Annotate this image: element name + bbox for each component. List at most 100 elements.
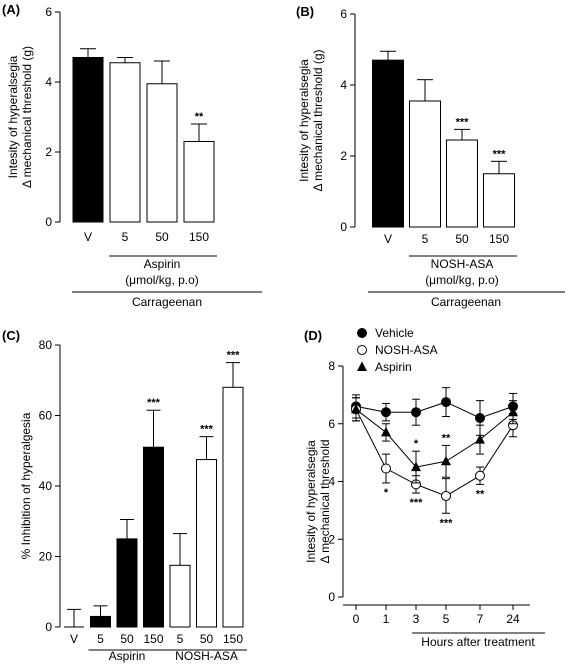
- panel-c-group-label-0: Aspirin: [109, 649, 146, 663]
- panel-b-bar-chart: (B) 0 2 4 6 Intesity of hyperalsegia Δ mechani…: [296, 4, 565, 309]
- panel-b-y-tick-label: 4: [340, 78, 347, 92]
- panel-d-significance: ***: [410, 497, 424, 509]
- panel-d-data-point: [475, 434, 485, 444]
- panel-d-data-point: [475, 470, 485, 481]
- panel-c-y-tick-label: 40: [39, 479, 53, 493]
- panel-d-y-axis-label-1: Δ mechanical threshold: [318, 439, 332, 563]
- panel-b-category-label: 50: [455, 232, 469, 246]
- panel-c-bar: [196, 459, 217, 628]
- panel-d-x-tick-label: 3: [413, 612, 420, 626]
- panel-d-x-tick-label: 0: [353, 612, 360, 626]
- panel-d-x-tick-label: 1: [383, 612, 390, 626]
- panel-d-significance: **: [442, 432, 451, 444]
- panel-d-y-tick-label: 2: [328, 532, 335, 546]
- panel-c-y-tick-label: 60: [39, 409, 53, 423]
- panel-b-category-label: 150: [489, 232, 509, 246]
- panel-c-y-tick-label: 20: [39, 550, 53, 564]
- panel-d-y-tick-label: 6: [328, 417, 335, 431]
- panel-b-treatment-label: Carrageenan: [431, 295, 501, 309]
- panel-b-unit-label: (μmol/kg, p.o): [425, 273, 499, 287]
- panel-d-data-point: [475, 412, 485, 423]
- panel-c-bar: [169, 564, 191, 628]
- panel-a-bar: [72, 57, 104, 223]
- panel-c-bar: [116, 538, 138, 628]
- panel-d-data-point: [411, 461, 421, 472]
- panel-c-category-label: 5: [177, 632, 184, 646]
- panel-b-y-axis-label-1: Δ mechanical threshold (g): [311, 49, 325, 191]
- panel-a-category-label: V: [84, 230, 92, 244]
- panel-c-bar: [90, 615, 111, 628]
- panel-a-bar: [183, 141, 215, 223]
- panel-d-significance: ***: [440, 517, 454, 529]
- panel-b-category-label: 5: [422, 232, 429, 246]
- panel-d-x-tick-label: 24: [506, 612, 520, 626]
- panel-d-data-point: [441, 397, 451, 408]
- panel-c-category-label: 150: [223, 632, 243, 646]
- panel-c-bar: [222, 386, 244, 628]
- panel-d-data-point: [441, 490, 451, 501]
- panel-d-series-aspirin: * **: [351, 397, 518, 484]
- panel-b-bar: [372, 59, 404, 228]
- panel-d-data-point: [381, 426, 391, 437]
- panel-b-y-tick-label: 0: [340, 220, 347, 234]
- panel-a-bar: [109, 62, 141, 223]
- panel-a-category-label: 50: [155, 230, 169, 244]
- panel-d-series-line: [355, 401, 514, 419]
- panel-d-data-point: [381, 407, 391, 418]
- panel-c-category-label: 50: [200, 632, 214, 646]
- panel-b-y-axis-label-0: Intesity of hyperalsegia: [297, 59, 311, 182]
- panel-d-panel-letter: (D): [304, 328, 322, 343]
- panel-d-x-tick-label: 7: [477, 612, 484, 626]
- panel-d-data-point: [411, 407, 421, 418]
- panel-a-unit-label: (μmol/kg, p.o): [125, 273, 199, 287]
- panel-d-significance: **: [476, 488, 485, 500]
- panel-d-y-tick-label: 8: [328, 359, 335, 373]
- panel-d-data-point: [508, 406, 518, 417]
- panel-d-significance: *: [414, 438, 419, 450]
- panel-a-y-tick-label: 4: [45, 75, 52, 89]
- panel-a-group-label: Aspirin: [144, 257, 181, 271]
- panel-b-y-tick-label: 6: [340, 7, 347, 21]
- panel-a-category-label: 150: [189, 230, 209, 244]
- panel-b-bar: [409, 100, 441, 228]
- panel-b-bar: [446, 139, 478, 228]
- panel-c-bar: [143, 446, 164, 628]
- panel-d-y-axis-label-0: Intesity of hyperalsegia: [304, 440, 318, 563]
- panel-d-legend-label: Vehicle: [375, 326, 414, 340]
- panel-d-data-point: [381, 463, 391, 474]
- panel-d-significance: *: [384, 487, 389, 499]
- panel-d-x-tick-label: 5: [443, 612, 450, 626]
- panel-c-category-label: 150: [143, 632, 163, 646]
- panel-c-y-axis-label-0: % Inhibition of hyperalgesia: [19, 412, 33, 559]
- panel-d-y-tick-label: 0: [328, 590, 335, 604]
- panel-b-panel-letter: (B): [296, 4, 314, 19]
- panel-d-data-point: [441, 455, 451, 466]
- panel-c-significance: ***: [227, 350, 241, 362]
- panel-a-y-axis-label-0: Intesity of hyperalsegia: [6, 55, 20, 178]
- panel-d-y-tick-label: 4: [328, 475, 335, 489]
- panel-d-legend-marker: [357, 328, 367, 338]
- panel-a-y-tick-label: 0: [45, 215, 52, 229]
- panel-b-significance: ***: [493, 148, 507, 160]
- panel-d-legend-marker: [357, 345, 367, 355]
- panel-a-bar: [146, 83, 178, 223]
- panel-c-category-label: 50: [120, 632, 134, 646]
- panel-c-category-label: V: [70, 632, 78, 646]
- panel-d-series-line: [355, 409, 514, 497]
- panel-c-bar-chart: (C) 0 20 40 60 80 % Inhibition of hyperalgesia…: [2, 328, 247, 663]
- panel-d-series-line: [355, 408, 514, 468]
- panel-c-category-label: 5: [97, 632, 104, 646]
- panel-d-legend-marker: [357, 361, 367, 371]
- panel-a-category-label: 5: [122, 230, 129, 244]
- panel-c-panel-letter: (C): [2, 328, 20, 343]
- panel-d-data-point: [351, 403, 361, 414]
- panel-b-group-label: NOSH-ASA: [431, 257, 494, 271]
- panel-a-y-axis-label-1: Δ mechanical threshold (g): [20, 46, 34, 188]
- panel-c-significance: ***: [200, 424, 214, 436]
- panel-a-y-tick-label: 6: [45, 5, 52, 19]
- panel-b-bar: [483, 173, 515, 228]
- panel-b-y-tick-label: 2: [340, 149, 347, 163]
- panel-a-panel-letter: (A): [2, 2, 20, 17]
